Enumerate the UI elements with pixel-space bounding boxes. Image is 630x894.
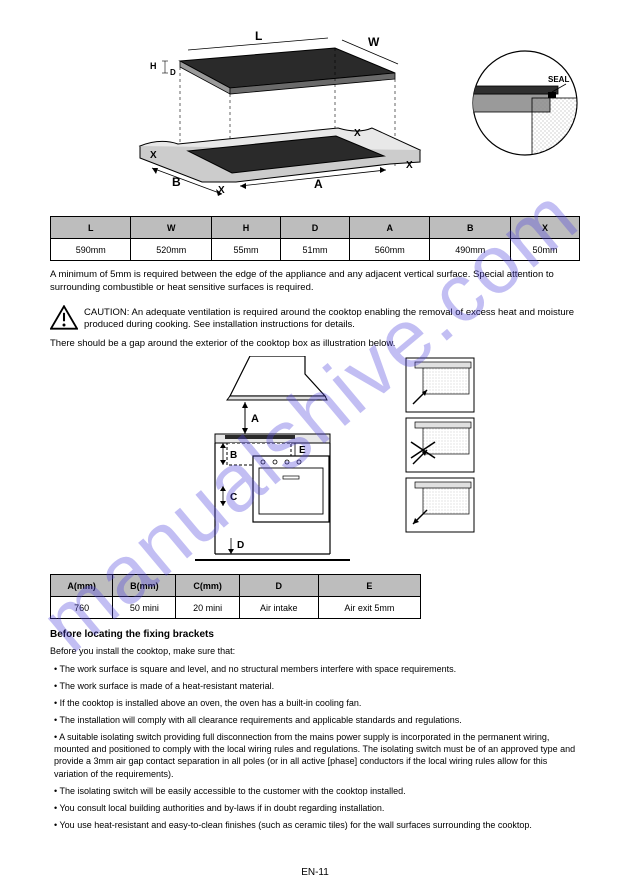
bullet-3: • If the cooktop is installed above an o…: [54, 697, 580, 709]
bullet-1: • The work surface is square and level, …: [54, 663, 580, 675]
label-H: H: [150, 61, 157, 71]
seal-label: SEAL: [548, 75, 569, 84]
ventilation-options-diagram: [405, 356, 475, 538]
before-install-text: Before you install the cooktop, make sur…: [50, 645, 580, 657]
page-number: EN-11: [301, 867, 329, 878]
label-A: A: [314, 177, 323, 191]
min-distance-text: A minimum of 5mm is required between the…: [50, 269, 580, 295]
seal-diagram: SEAL: [470, 48, 580, 160]
label-X-3: X: [354, 128, 361, 139]
t1-v-W: 520mm: [131, 239, 211, 261]
ov-label-C: C: [230, 492, 237, 503]
t2-v-C: 20 mini: [176, 597, 239, 619]
bullet-8: • You use heat-resistant and easy-to-cle…: [54, 819, 580, 831]
t1-h-B: B: [430, 217, 510, 239]
t2-v-E: Air exit 5mm: [318, 597, 420, 619]
t2-h-E: E: [318, 575, 420, 597]
t1-h-A: A: [349, 217, 429, 239]
oven-clearance-diagram: A B E: [155, 356, 375, 568]
label-W: W: [368, 35, 380, 49]
bullet-7: • You consult local building authorities…: [54, 802, 580, 814]
t2-v-A: 760: [51, 597, 113, 619]
ov-label-B: B: [230, 450, 237, 461]
t1-h-W: W: [131, 217, 211, 239]
t1-v-B: 490mm: [430, 239, 510, 261]
t2-h-D: D: [239, 575, 318, 597]
ov-label-D: D: [237, 540, 244, 551]
section-heading: Before locating the fixing brackets: [50, 629, 580, 640]
dimensions-table-1: L W H D A B X 590mm 520mm 55mm 51mm 560m…: [50, 216, 580, 261]
t2-h-C: C(mm): [176, 575, 239, 597]
ov-label-A: A: [251, 413, 259, 425]
dimensions-table-2: A(mm) B(mm) C(mm) D E 760 50 mini 20 min…: [50, 574, 421, 619]
figure-row-2: A B E: [50, 356, 580, 568]
t1-v-A: 560mm: [349, 239, 429, 261]
bullet-2: • The work surface is made of a heat-res…: [54, 680, 580, 692]
bullet-4: • The installation will comply with all …: [54, 714, 580, 726]
warning-icon: [50, 305, 78, 332]
caution-text: CAUTION: An adequate ventilation is requ…: [84, 305, 580, 332]
label-L: L: [255, 29, 262, 43]
t1-h-X: X: [510, 217, 579, 239]
t1-v-D: 51mm: [280, 239, 349, 261]
figure-row-1: L W H D X: [50, 28, 580, 210]
t2-h-A: A(mm): [51, 575, 113, 597]
t1-h-H: H: [211, 217, 280, 239]
page-content: L W H D X: [0, 0, 630, 856]
bullet-5: • A suitable isolating switch providing …: [54, 731, 580, 780]
caution-block: CAUTION: An adequate ventilation is requ…: [50, 305, 580, 332]
label-X-1: X: [150, 150, 157, 161]
label-D: D: [170, 68, 176, 77]
t1-h-L: L: [51, 217, 131, 239]
ov-label-E: E: [299, 445, 306, 456]
t1-h-D: D: [280, 217, 349, 239]
cooktop-diagram: L W H D X: [110, 28, 440, 210]
t2-h-B: B(mm): [113, 575, 176, 597]
t2-v-B: 50 mini: [113, 597, 176, 619]
t1-v-L: 590mm: [51, 239, 131, 261]
t1-v-H: 55mm: [211, 239, 280, 261]
t2-v-D: Air intake: [239, 597, 318, 619]
t1-v-X: 50mm: [510, 239, 579, 261]
bullet-6: • The isolating switch will be easily ac…: [54, 785, 580, 797]
gap-text: There should be a gap around the exterio…: [50, 338, 580, 351]
label-X-4: X: [406, 160, 413, 171]
